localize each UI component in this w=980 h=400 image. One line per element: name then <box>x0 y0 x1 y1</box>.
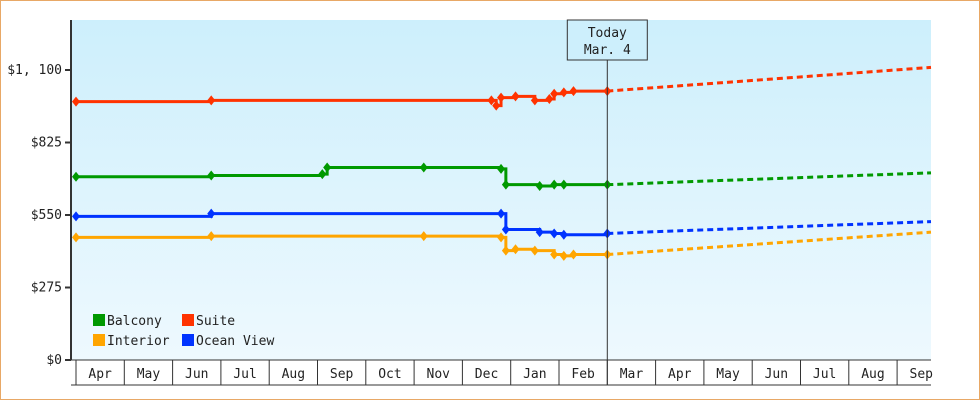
legend-item-suite[interactable]: Suite <box>182 314 235 329</box>
data-point[interactable] <box>72 171 80 182</box>
data-point[interactable] <box>550 228 559 239</box>
data-point[interactable] <box>487 95 496 106</box>
series-suite <box>72 65 932 111</box>
x-tick-label: Feb <box>571 367 595 382</box>
data-point[interactable] <box>550 179 559 190</box>
data-point[interactable] <box>492 100 501 111</box>
data-point[interactable] <box>559 87 568 98</box>
data-point[interactable] <box>569 249 578 260</box>
x-tick-label: Sep <box>330 367 354 382</box>
x-tick-label: Oct <box>378 367 401 382</box>
legend: Balcony Suite Interior Ocean View <box>93 314 274 349</box>
data-point[interactable] <box>501 179 510 190</box>
x-tick-label: Jul <box>233 367 256 382</box>
y-axis: $0 $275 $550 $825 $1, 100 <box>7 20 72 368</box>
legend-item-ocean-view[interactable]: Ocean View <box>182 334 274 349</box>
legend-swatch <box>93 314 105 326</box>
data-point[interactable] <box>318 169 327 180</box>
data-point[interactable] <box>559 229 568 240</box>
data-point[interactable] <box>497 232 506 243</box>
x-tick-label: Nov <box>427 367 451 382</box>
data-point[interactable] <box>207 95 216 106</box>
data-point[interactable] <box>497 163 506 174</box>
y-tick-label: $550 <box>31 208 62 223</box>
data-point[interactable] <box>419 162 428 173</box>
data-point[interactable] <box>72 232 80 243</box>
x-tick-label: May <box>716 367 740 382</box>
x-axis: Apr May Jun Jul Aug Sep Oct Nov Dec Jan Feb Mar Apr M… <box>71 359 934 386</box>
y-tick-label: $0 <box>46 353 62 368</box>
x-tick-label: Apr <box>88 367 112 382</box>
series-ocean-view <box>72 208 932 240</box>
data-point[interactable] <box>323 162 332 173</box>
plot-area <box>71 20 931 360</box>
y-tick-label: $275 <box>31 281 62 296</box>
data-point[interactable] <box>497 208 506 219</box>
legend-item-interior[interactable]: Interior <box>93 334 170 349</box>
data-point[interactable] <box>511 244 520 255</box>
y-tick-label: $1, 100 <box>7 63 62 78</box>
data-point[interactable] <box>569 86 578 97</box>
x-tick-label: Aug <box>861 367 884 382</box>
data-point[interactable] <box>535 181 544 191</box>
data-point[interactable] <box>72 96 80 107</box>
data-point[interactable] <box>550 249 559 260</box>
data-point[interactable] <box>207 231 216 242</box>
x-tick-label: Jul <box>813 367 836 382</box>
series-lines <box>72 65 932 261</box>
legend-label: Interior <box>107 334 170 349</box>
data-point[interactable] <box>545 94 554 104</box>
data-point[interactable] <box>207 208 216 219</box>
x-tick-label: Dec <box>475 367 498 382</box>
data-point[interactable] <box>501 245 510 256</box>
data-point[interactable] <box>559 250 568 261</box>
data-point[interactable] <box>419 231 428 242</box>
x-tick-label: Aug <box>282 367 305 382</box>
data-point[interactable] <box>530 245 539 256</box>
data-point[interactable] <box>511 91 520 102</box>
today-date: Mar. 4 <box>584 43 631 58</box>
y-tick-label: $825 <box>31 136 62 151</box>
x-tick-label: Mar <box>620 367 644 382</box>
legend-item-balcony[interactable]: Balcony <box>93 314 162 329</box>
legend-label: Ocean View <box>196 334 274 349</box>
legend-label: Suite <box>196 314 235 329</box>
today-marker: Today Mar. 4 <box>566 19 648 385</box>
legend-swatch <box>182 334 194 346</box>
legend-swatch <box>182 314 194 326</box>
x-tick-label: Apr <box>668 367 692 382</box>
x-tick-label: Jan <box>523 367 546 382</box>
x-tick-label: Sep <box>910 367 934 382</box>
data-point[interactable] <box>559 179 568 190</box>
x-tick-label: Jun <box>765 367 788 382</box>
data-point[interactable] <box>530 95 539 106</box>
data-point[interactable] <box>497 92 506 103</box>
data-point[interactable] <box>501 224 510 235</box>
x-tick-label: May <box>137 367 161 382</box>
series-interior <box>72 230 932 261</box>
data-point[interactable] <box>550 88 559 99</box>
legend-label: Balcony <box>107 314 162 329</box>
data-point[interactable] <box>535 227 544 238</box>
data-point[interactable] <box>207 170 216 181</box>
data-point[interactable] <box>72 211 80 222</box>
legend-swatch <box>93 334 105 346</box>
today-label: Today <box>588 26 627 41</box>
x-tick-label: Jun <box>185 367 208 382</box>
